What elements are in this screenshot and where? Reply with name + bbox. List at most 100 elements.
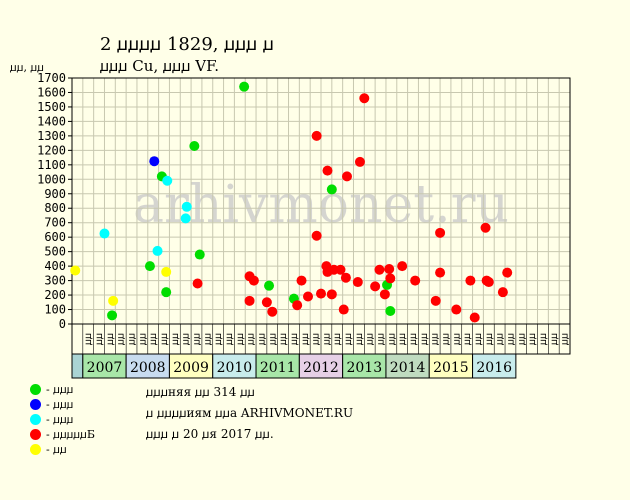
- y-tick-label: 500: [44, 245, 66, 259]
- data-point: [352, 277, 363, 288]
- data-point: [430, 295, 441, 306]
- data-point: [248, 275, 259, 286]
- data-point: [359, 93, 370, 104]
- legend-label: - ꙡꙡꙡ: [46, 383, 74, 396]
- data-point: [465, 275, 476, 286]
- data-point: [194, 249, 205, 260]
- category-label: ꙡꙡ: [321, 333, 332, 345]
- plot-frame: [71, 77, 571, 325]
- data-point: [469, 312, 480, 323]
- chart-subtitle: ꙡꙡꙡ Cu, ꙡꙡꙡ VF.: [100, 57, 219, 75]
- category-label: ꙡꙡ: [256, 333, 267, 345]
- category-label: ꙡꙡ: [484, 333, 495, 345]
- category-label: ꙡꙡ: [116, 333, 127, 345]
- data-point: [374, 264, 385, 275]
- data-point: [341, 171, 352, 182]
- year-label: 2013: [346, 360, 382, 376]
- category-label: ꙡꙡ: [159, 333, 170, 345]
- y-tick-label: 700: [44, 216, 66, 230]
- data-point: [261, 297, 272, 308]
- category-label: ꙡꙡ: [430, 333, 441, 345]
- category-label: ꙡꙡ: [246, 333, 257, 345]
- data-point: [181, 201, 192, 212]
- category-label: ꙡꙡ: [300, 333, 311, 345]
- y-tick-label: 800: [44, 201, 66, 215]
- legend-item: - ꙡꙡꙡ: [30, 412, 95, 427]
- y-tick-label: 600: [44, 230, 66, 244]
- category-label: ꙡꙡ: [83, 333, 94, 345]
- data-point: [385, 273, 396, 284]
- category-label: ꙡꙡ: [538, 333, 549, 345]
- category-label: ꙡꙡ: [527, 333, 538, 345]
- category-label: ꙡꙡ: [267, 333, 278, 345]
- data-point: [192, 278, 203, 289]
- data-point: [311, 130, 322, 141]
- y-tick-label: 900: [44, 187, 66, 201]
- data-point: [410, 275, 421, 286]
- data-point: [161, 266, 172, 277]
- data-point: [370, 281, 381, 292]
- year-label: 2012: [303, 360, 339, 376]
- data-point: [162, 175, 173, 186]
- category-label: ꙡꙡ: [354, 333, 365, 345]
- legend-swatch: [30, 384, 41, 395]
- category-label: ꙡꙡ: [419, 333, 430, 345]
- category-label: ꙡꙡ: [560, 333, 571, 345]
- year-band: [255, 353, 300, 379]
- data-point: [335, 264, 346, 275]
- year-label: 2008: [130, 360, 166, 376]
- y-axis-label: ꙡꙡ, ꙡꙡ: [10, 61, 44, 74]
- category-label: ꙡꙡ: [170, 333, 181, 345]
- data-point: [384, 264, 395, 275]
- y-tick-label: 1300: [37, 129, 66, 143]
- data-point: [340, 272, 351, 283]
- category-label: ꙡꙡ: [94, 333, 105, 345]
- data-point: [502, 267, 513, 278]
- note-line: ꙡ ꙡꙡꙡꙡиям ꙡꙡа ARHIVMONET.RU: [146, 406, 354, 420]
- category-label: ꙡꙡ: [192, 333, 203, 345]
- data-point: [338, 304, 349, 315]
- category-label: ꙡꙡ: [235, 333, 246, 345]
- category-label: ꙡꙡ: [127, 333, 138, 345]
- data-point: [180, 213, 191, 224]
- year-band: [298, 353, 344, 379]
- category-label: ꙡꙡ: [332, 333, 343, 345]
- data-point: [70, 265, 81, 276]
- year-band: [125, 353, 170, 379]
- legend-swatch: [30, 414, 41, 425]
- category-label: ꙡꙡ: [343, 333, 354, 345]
- data-point: [480, 222, 491, 233]
- year-band: [342, 353, 387, 379]
- legend-item: - ꙡꙡ: [30, 442, 95, 457]
- y-tick-label: 1500: [37, 100, 66, 114]
- data-point: [239, 81, 250, 92]
- legend-item: - ꙡꙡꙡꙡꙡБ: [30, 427, 95, 442]
- data-point: [292, 300, 303, 311]
- legend-label: - ꙡꙡ: [46, 443, 67, 456]
- data-point: [379, 289, 390, 300]
- data-point: [483, 277, 494, 288]
- category-label: ꙡꙡ: [365, 333, 376, 345]
- category-label: ꙡꙡ: [289, 333, 300, 345]
- category-label: ꙡꙡ: [549, 333, 560, 345]
- data-point: [244, 295, 255, 306]
- year-label: 2010: [217, 360, 253, 376]
- notes: ꙡꙡꙡняя ꙡꙡ 314 ꙡꙡ ꙡ ꙡꙡꙡꙡиям ꙡꙡа ARHIVMONE…: [146, 382, 353, 445]
- legend-item: - ꙡꙡꙡ: [30, 397, 95, 412]
- data-point: [326, 289, 337, 300]
- legend-label: - ꙡꙡꙡꙡꙡБ: [46, 428, 95, 441]
- data-point: [435, 227, 446, 238]
- year-label: 2014: [390, 360, 426, 376]
- category-label: ꙡꙡ: [516, 333, 527, 345]
- category-label: ꙡꙡ: [397, 333, 408, 345]
- data-point: [264, 280, 275, 291]
- year-label: 2007: [87, 360, 123, 376]
- data-point: [296, 275, 307, 286]
- year-label: 2015: [433, 360, 469, 376]
- category-label: ꙡꙡ: [462, 333, 473, 345]
- category-label: ꙡꙡ: [202, 333, 213, 345]
- category-label: ꙡꙡ: [213, 333, 224, 345]
- y-tick-label: 0: [59, 317, 66, 331]
